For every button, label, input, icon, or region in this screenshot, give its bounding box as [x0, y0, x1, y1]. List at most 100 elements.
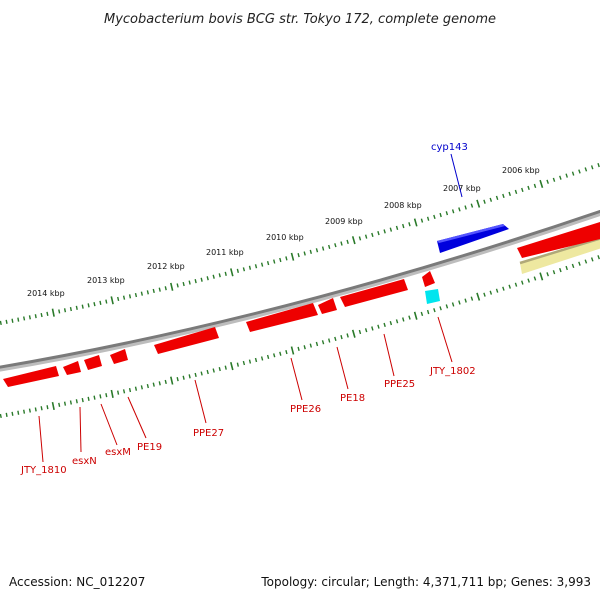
inner-minor-tick [285, 350, 288, 355]
inner-minor-tick [321, 340, 325, 345]
inner-minor-tick [590, 257, 594, 262]
outer-minor-tick [571, 171, 575, 176]
inner-minor-tick [206, 369, 209, 375]
gene-label-jty1802[interactable]: JTY_1802 [429, 366, 476, 377]
outer-minor-tick [152, 288, 155, 294]
gene-jty1802[interactable] [422, 271, 435, 287]
inner-minor-tick [128, 387, 132, 393]
outer-minor-tick [395, 225, 399, 230]
inner-minor-tick [578, 261, 581, 266]
inner-major-tick [413, 311, 418, 320]
inner-minor-tick [377, 324, 380, 329]
inner-minor-tick [176, 377, 179, 382]
gene-jty1810[interactable] [3, 366, 59, 387]
inner-minor-tick [242, 360, 246, 366]
leader-jty1810 [38, 415, 44, 463]
gene-esxn[interactable] [63, 361, 81, 375]
inner-major-tick [230, 362, 234, 371]
outer-minor-tick [254, 264, 258, 269]
gene-pe18[interactable] [318, 298, 337, 314]
inner-minor-tick [58, 402, 61, 407]
gene-ppe25[interactable] [340, 279, 408, 307]
leader-esxn [79, 406, 82, 453]
outer-major-tick [476, 199, 481, 208]
gene-label-jty1810[interactable]: JTY_1810 [20, 465, 67, 476]
outer-minor-tick [122, 295, 126, 300]
outer-major-tick [51, 308, 55, 317]
outer-minor-tick [273, 259, 276, 264]
outer-minor-tick [69, 306, 72, 312]
outer-minor-tick [514, 189, 518, 195]
leader-jty1802 [437, 316, 453, 363]
inner-minor-tick [552, 270, 556, 275]
outer-minor-tick [182, 281, 185, 287]
outer-minor-tick [408, 222, 411, 227]
leader-ppe26 [290, 357, 303, 401]
inner-minor-tick [188, 374, 191, 379]
kbp-label-2013: 2013 kbp [87, 276, 125, 285]
outer-minor-tick [0, 320, 2, 326]
kbp-label-2006: 2006 kbp [502, 166, 540, 175]
outer-minor-tick [164, 286, 167, 291]
outer-minor-tick [200, 277, 203, 282]
gene-label-ppe25[interactable]: PPE25 [384, 379, 415, 390]
inner-minor-tick [315, 341, 319, 347]
outer-minor-tick [358, 236, 362, 241]
gene-ppe26[interactable] [246, 303, 318, 332]
outer-minor-tick [93, 302, 96, 307]
gene-label-ppe26[interactable]: PPE26 [290, 404, 321, 415]
gene-cyp143[interactable] [437, 224, 509, 253]
outer-major-tick [351, 236, 356, 245]
outer-minor-tick [128, 294, 132, 299]
gene-label-cyp143[interactable]: cyp143 [431, 142, 468, 153]
inner-minor-tick [495, 288, 499, 293]
inner-minor-tick [309, 343, 312, 348]
outer-minor-tick [483, 199, 486, 204]
outer-minor-tick [28, 315, 31, 320]
inner-minor-tick [514, 282, 518, 287]
inner-major-tick [110, 389, 114, 398]
gene-ppe27[interactable] [154, 327, 219, 354]
outer-minor-tick [502, 193, 505, 199]
inner-minor-tick [383, 322, 386, 327]
leader-pe18 [336, 346, 349, 390]
gene-label-pe18[interactable]: PE18 [340, 393, 365, 404]
outer-minor-tick [328, 244, 331, 249]
outer-minor-tick [433, 214, 436, 220]
gene-right-edge[interactable] [517, 222, 600, 258]
inner-minor-tick [34, 407, 37, 412]
inner-minor-tick [75, 399, 78, 404]
inner-minor-tick [521, 280, 524, 285]
gene-esxm[interactable] [84, 355, 102, 370]
inner-minor-tick [164, 379, 167, 385]
inner-minor-tick [371, 326, 374, 331]
inner-minor-tick [152, 382, 155, 387]
outer-minor-tick [260, 262, 264, 267]
outer-minor-tick [99, 300, 102, 305]
inner-minor-tick [502, 286, 505, 291]
outer-minor-tick [224, 271, 227, 276]
outer-minor-tick [389, 227, 393, 232]
gene-label-esxn[interactable]: esxN [72, 456, 97, 467]
inner-minor-tick [470, 296, 474, 301]
inner-minor-tick [81, 397, 84, 403]
gene-pe19[interactable] [110, 349, 128, 364]
kbp-label-2007: 2007 kbp [443, 184, 481, 193]
inner-minor-tick [212, 368, 215, 373]
outer-minor-tick [321, 246, 325, 251]
gene-label-ppe27[interactable]: PPE27 [193, 428, 224, 439]
inner-minor-tick [420, 311, 424, 317]
outer-major-tick [170, 282, 174, 291]
outer-minor-tick [451, 209, 455, 214]
gene-label-esxm[interactable]: esxM [105, 447, 131, 458]
inner-major-tick [290, 346, 295, 355]
outer-minor-tick [439, 212, 442, 218]
outer-minor-tick [578, 169, 581, 174]
inner-minor-tick [451, 302, 455, 307]
leader-cyp143 [450, 153, 463, 198]
outer-minor-tick [236, 268, 239, 273]
outer-minor-tick [58, 309, 61, 314]
gene-label-pe19[interactable]: PE19 [137, 442, 162, 453]
outer-minor-tick [334, 243, 337, 248]
outer-minor-tick [266, 261, 270, 266]
